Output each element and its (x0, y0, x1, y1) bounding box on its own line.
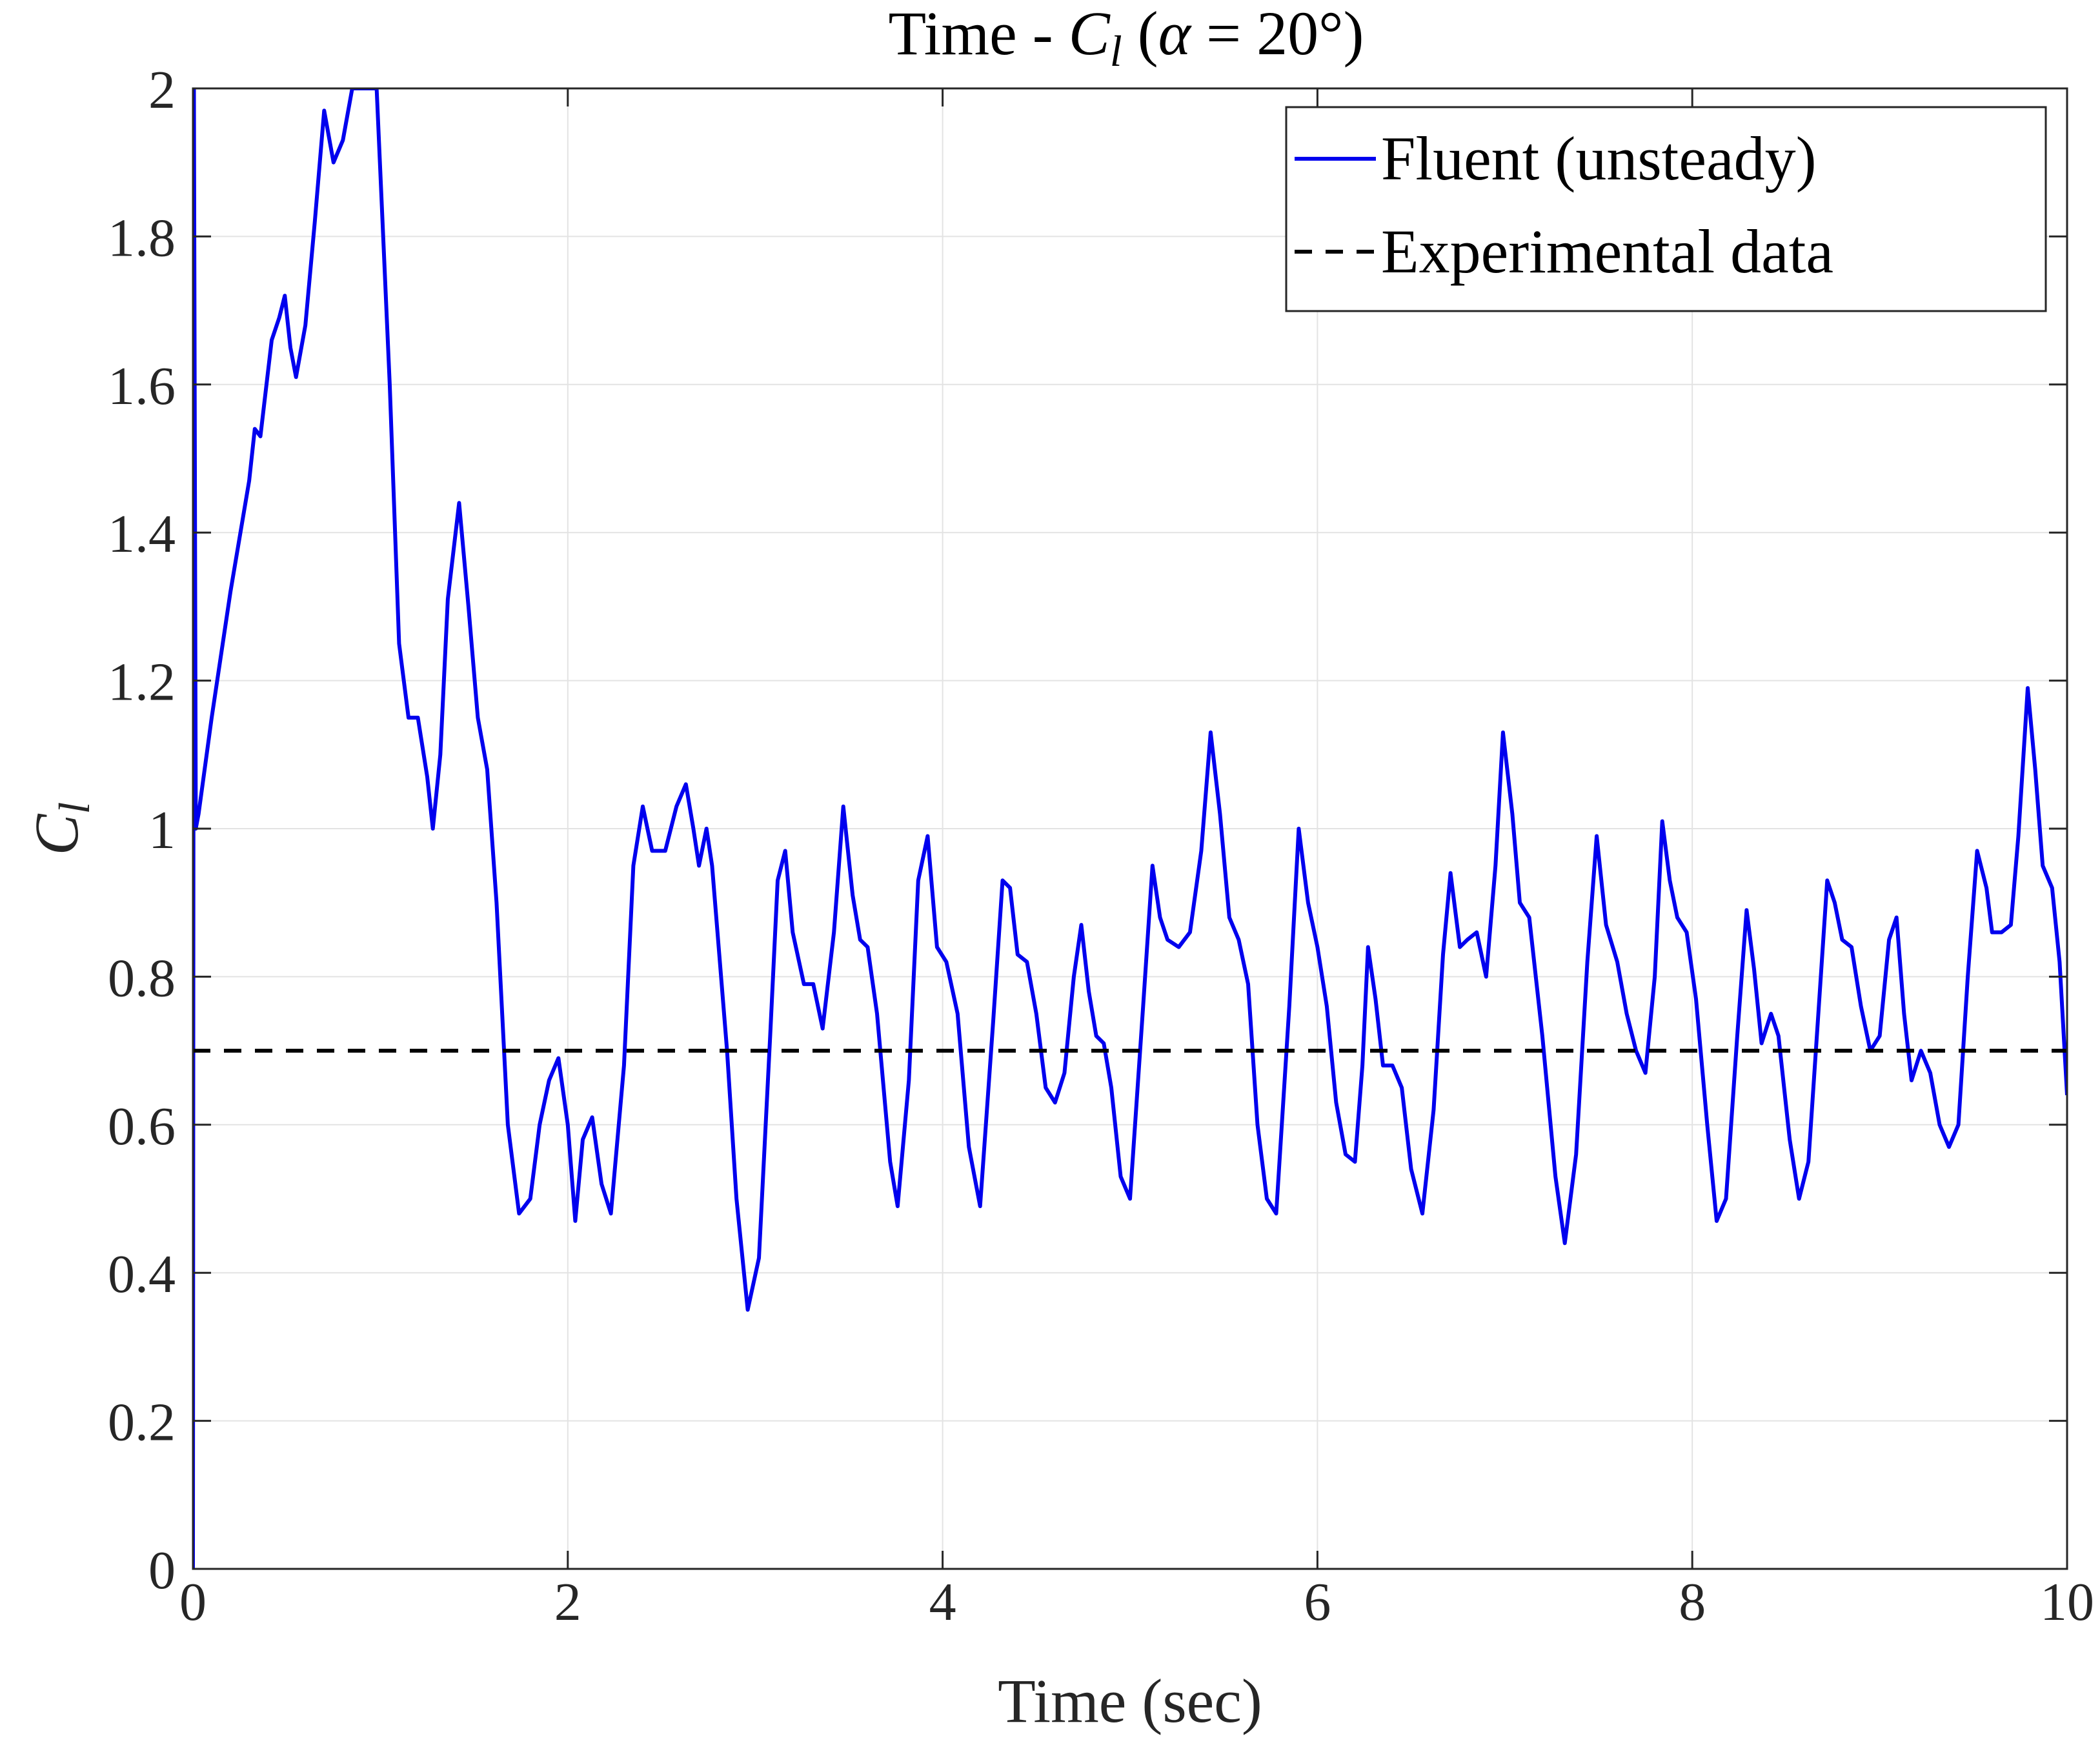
y-axis-label-subscript: l (50, 802, 99, 814)
title-paren: ( (1122, 0, 1158, 68)
legend-box (1285, 106, 2047, 312)
y-tick-label: 1.4 (108, 504, 176, 564)
title-variable-subscript: l (1110, 26, 1122, 76)
y-tick-label: 1 (148, 800, 176, 860)
y-tick-label: 0.2 (108, 1393, 176, 1453)
title-prefix: Time - (889, 0, 1069, 68)
x-tick-label: 8 (1679, 1572, 1706, 1632)
y-tick-label: 0.6 (108, 1096, 176, 1156)
chart-title: Time - Cl (α = 20°) (889, 0, 1364, 76)
legend: Fluent (unsteady) Experimental data (1285, 106, 2047, 312)
title-variable: C (1069, 0, 1111, 68)
x-tick-label: 0 (179, 1572, 207, 1632)
y-tick-label: 1.2 (108, 652, 176, 712)
y-axis-label-main: C (22, 813, 91, 855)
legend-label-fluent: Fluent (unsteady) (1381, 124, 1817, 193)
y-axis-label: Cl (22, 802, 99, 856)
x-tick-label: 4 (929, 1572, 956, 1632)
series-layer (193, 88, 2067, 1569)
x-tick-label: 6 (1304, 1572, 1331, 1632)
ticks (192, 87, 2068, 1570)
tick-labels: 0 2 4 6 8 10 0 0.2 0.4 0.6 0.8 1 1.2 1.4 1.6 1.8 2 (108, 60, 2094, 1632)
y-tick-label: 2 (148, 60, 176, 120)
y-tick-label: 0.8 (108, 948, 176, 1008)
y-tick-label: 0 (148, 1540, 176, 1601)
title-greek: α (1158, 0, 1192, 68)
y-tick-label: 1.8 (108, 208, 176, 268)
x-tick-label: 2 (554, 1572, 581, 1632)
x-axis-label: Time (sec) (998, 1666, 1262, 1735)
y-tick-label: 0.4 (108, 1244, 176, 1304)
x-tick-label: 10 (2040, 1572, 2094, 1632)
title-equation: = 20°) (1191, 0, 1364, 68)
y-tick-label: 1.6 (108, 356, 176, 416)
legend-label-experimental: Experimental data (1381, 217, 1833, 286)
